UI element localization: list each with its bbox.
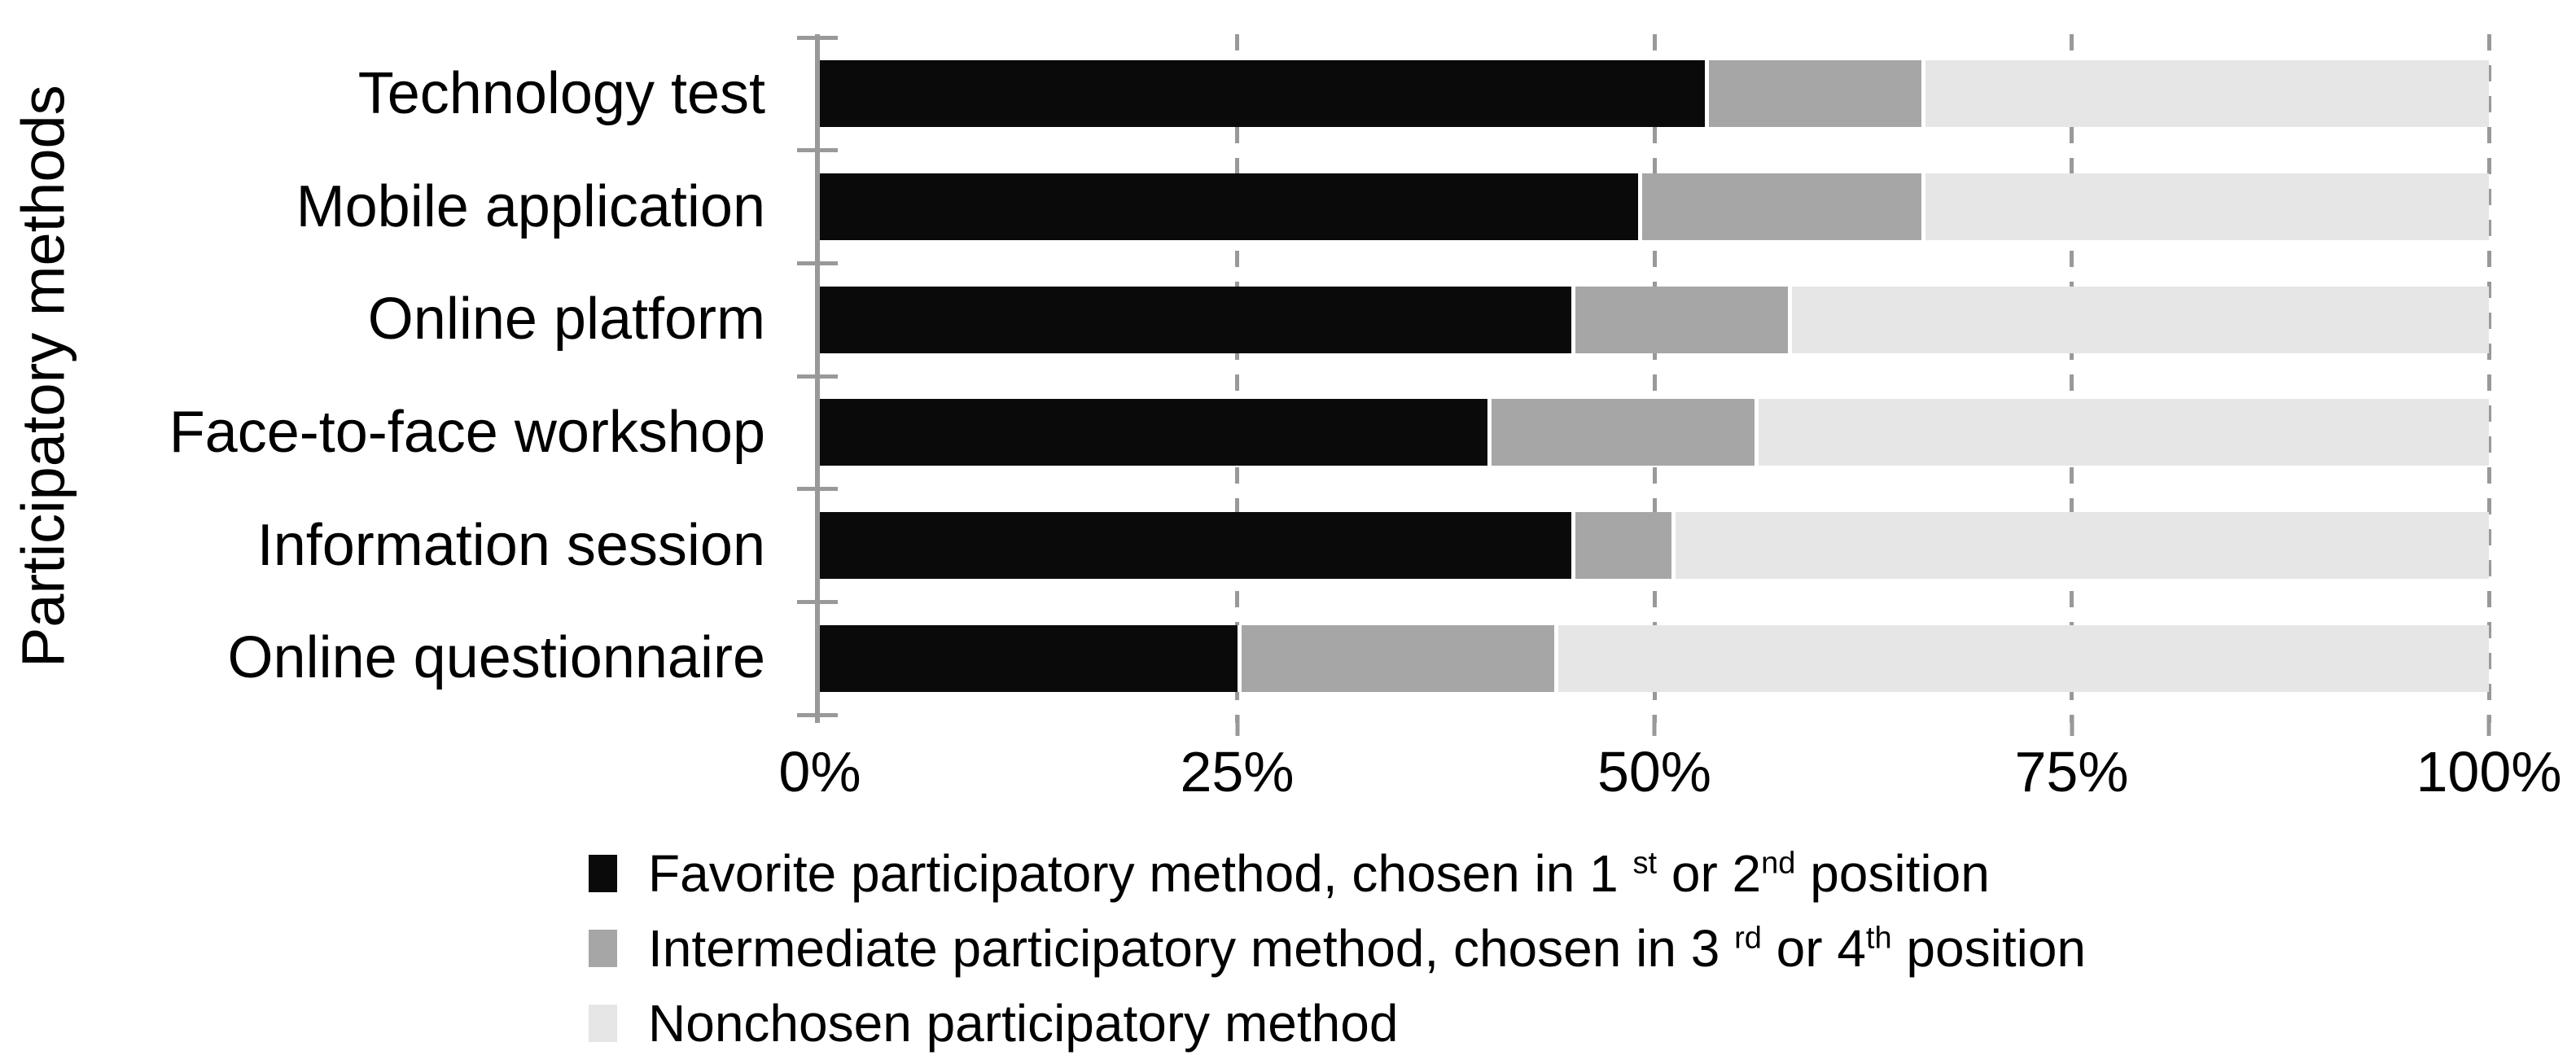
legend-item: Intermediate participatory method, chose…	[589, 911, 2086, 986]
y-axis-tick	[797, 148, 838, 153]
bar-segment	[1755, 399, 2489, 466]
legend-text: Intermediate participatory method, chose…	[648, 919, 1735, 978]
bar-segment	[1554, 624, 2489, 692]
y-axis-tick	[797, 35, 838, 40]
y-axis-tick	[797, 712, 838, 717]
bar-segment	[820, 60, 1705, 128]
category-label: Face-to-face workshop	[169, 400, 765, 465]
x-tick-label: 50%	[1597, 740, 1712, 803]
gridline	[2486, 34, 2491, 723]
legend-superscript: rd	[1734, 921, 1762, 956]
y-axis-tick	[797, 599, 838, 604]
legend-text: position	[1795, 844, 1990, 903]
bar-segment	[820, 624, 1238, 692]
bar-segment	[820, 399, 1487, 466]
x-tick-label: 0%	[778, 740, 861, 803]
legend-text: or 2	[1657, 844, 1762, 903]
category-label: Technology test	[357, 61, 765, 126]
legend-superscript: st	[1632, 846, 1658, 881]
x-axis-tick	[1652, 715, 1657, 736]
bar-segment	[1571, 286, 1788, 353]
bar-segment	[820, 512, 1571, 579]
legend-text: Favorite participatory method, chosen in…	[648, 844, 1633, 903]
bar-segment	[820, 286, 1571, 353]
legend-key-swatch	[589, 1005, 617, 1042]
y-axis-tick	[797, 487, 838, 492]
plot-area	[797, 34, 2491, 723]
bar-segment	[1921, 173, 2489, 240]
legend-superscript: th	[1865, 921, 1892, 956]
gridline	[1652, 34, 1657, 723]
x-axis-tick	[2070, 715, 2074, 736]
y-axis-tick	[797, 261, 838, 265]
bar-segment	[1671, 512, 2489, 579]
bar-segment	[1237, 624, 1554, 692]
bar-segment	[1487, 399, 1755, 466]
legend-label: Intermediate participatory method, chose…	[648, 918, 2086, 979]
x-tick-label: 75%	[2014, 740, 2129, 803]
gridline	[1235, 34, 1239, 723]
y-axis-tick	[797, 374, 838, 379]
bar-segment	[1571, 512, 1671, 579]
legend-text: or 4	[1761, 919, 1866, 978]
category-label: Online platform	[367, 287, 765, 352]
category-label: Mobile application	[296, 173, 765, 239]
category-labels: Technology test Mobile application Online …	[0, 37, 765, 715]
bar-segment	[820, 173, 1638, 240]
category-label: Online questionnaire	[227, 625, 765, 691]
legend-item: Nonchosen participatory method	[589, 986, 2086, 1061]
legend-label: Nonchosen participatory method	[648, 993, 1398, 1053]
legend-item: Favorite participatory method, chosen in…	[589, 836, 2086, 911]
legend-label: Favorite participatory method, chosen in…	[648, 843, 1990, 904]
x-tick-label: 25%	[1180, 740, 1295, 803]
bar-segment	[1788, 286, 2489, 353]
legend-key-swatch	[589, 930, 617, 967]
legend-superscript: nd	[1761, 846, 1796, 881]
legend-key-swatch	[589, 855, 617, 892]
bar-segment	[1704, 60, 1921, 128]
x-axis-tick	[2486, 715, 2491, 736]
y-axis-line	[815, 34, 820, 723]
bar-segment	[1921, 60, 2489, 128]
legend: Favorite participatory method, chosen in…	[589, 836, 2086, 1061]
gridline	[2070, 34, 2074, 723]
x-tick-label: 100%	[2416, 740, 2562, 803]
legend-text: Nonchosen participatory method	[648, 994, 1399, 1053]
bar-segment	[1637, 173, 1921, 240]
category-label: Information session	[256, 512, 765, 578]
x-axis-tick	[1235, 715, 1239, 736]
legend-text: position	[1891, 919, 2086, 978]
